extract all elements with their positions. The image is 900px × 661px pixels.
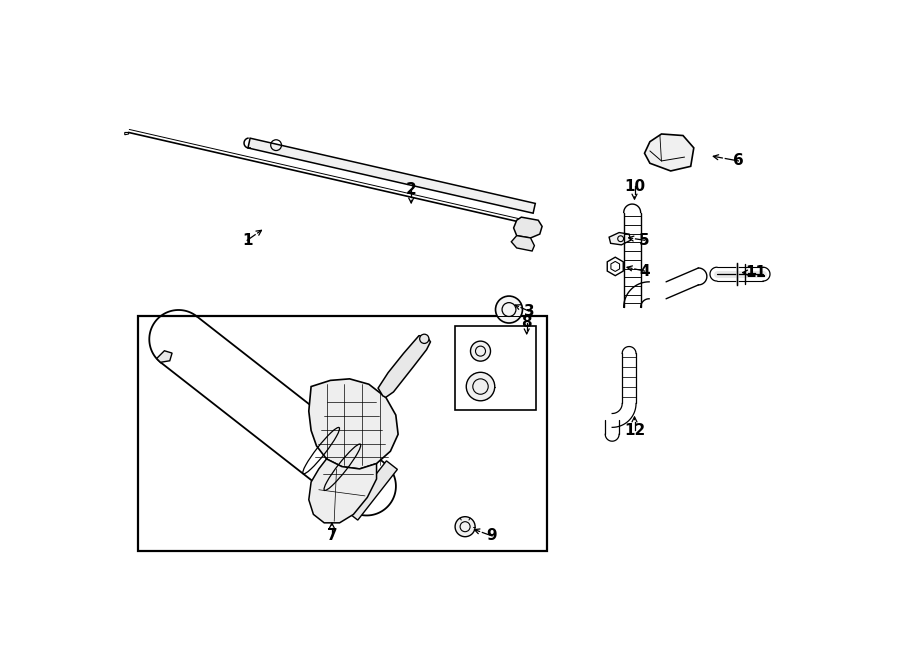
Circle shape — [455, 517, 475, 537]
Text: 4: 4 — [639, 264, 650, 278]
Circle shape — [466, 372, 495, 401]
Polygon shape — [309, 459, 376, 523]
Text: 3: 3 — [524, 303, 535, 319]
Polygon shape — [514, 217, 542, 238]
Text: 10: 10 — [624, 179, 645, 194]
Bar — [138, 317, 547, 551]
Text: 5: 5 — [639, 233, 650, 248]
Text: 1: 1 — [242, 233, 252, 248]
Polygon shape — [378, 336, 430, 397]
Polygon shape — [157, 351, 172, 362]
Circle shape — [419, 334, 429, 344]
Polygon shape — [609, 233, 631, 245]
Circle shape — [471, 341, 491, 361]
Circle shape — [496, 296, 523, 323]
Text: 9: 9 — [487, 528, 498, 543]
Text: 8: 8 — [521, 315, 532, 330]
Text: 7: 7 — [327, 528, 338, 543]
Polygon shape — [346, 461, 398, 520]
Bar — [455, 327, 536, 410]
Polygon shape — [644, 134, 694, 171]
Text: 12: 12 — [624, 423, 645, 438]
Text: 11: 11 — [745, 265, 766, 280]
Polygon shape — [309, 379, 398, 469]
Text: 6: 6 — [734, 153, 743, 169]
Polygon shape — [248, 138, 536, 214]
Text: 2: 2 — [406, 182, 417, 197]
Polygon shape — [511, 235, 535, 251]
